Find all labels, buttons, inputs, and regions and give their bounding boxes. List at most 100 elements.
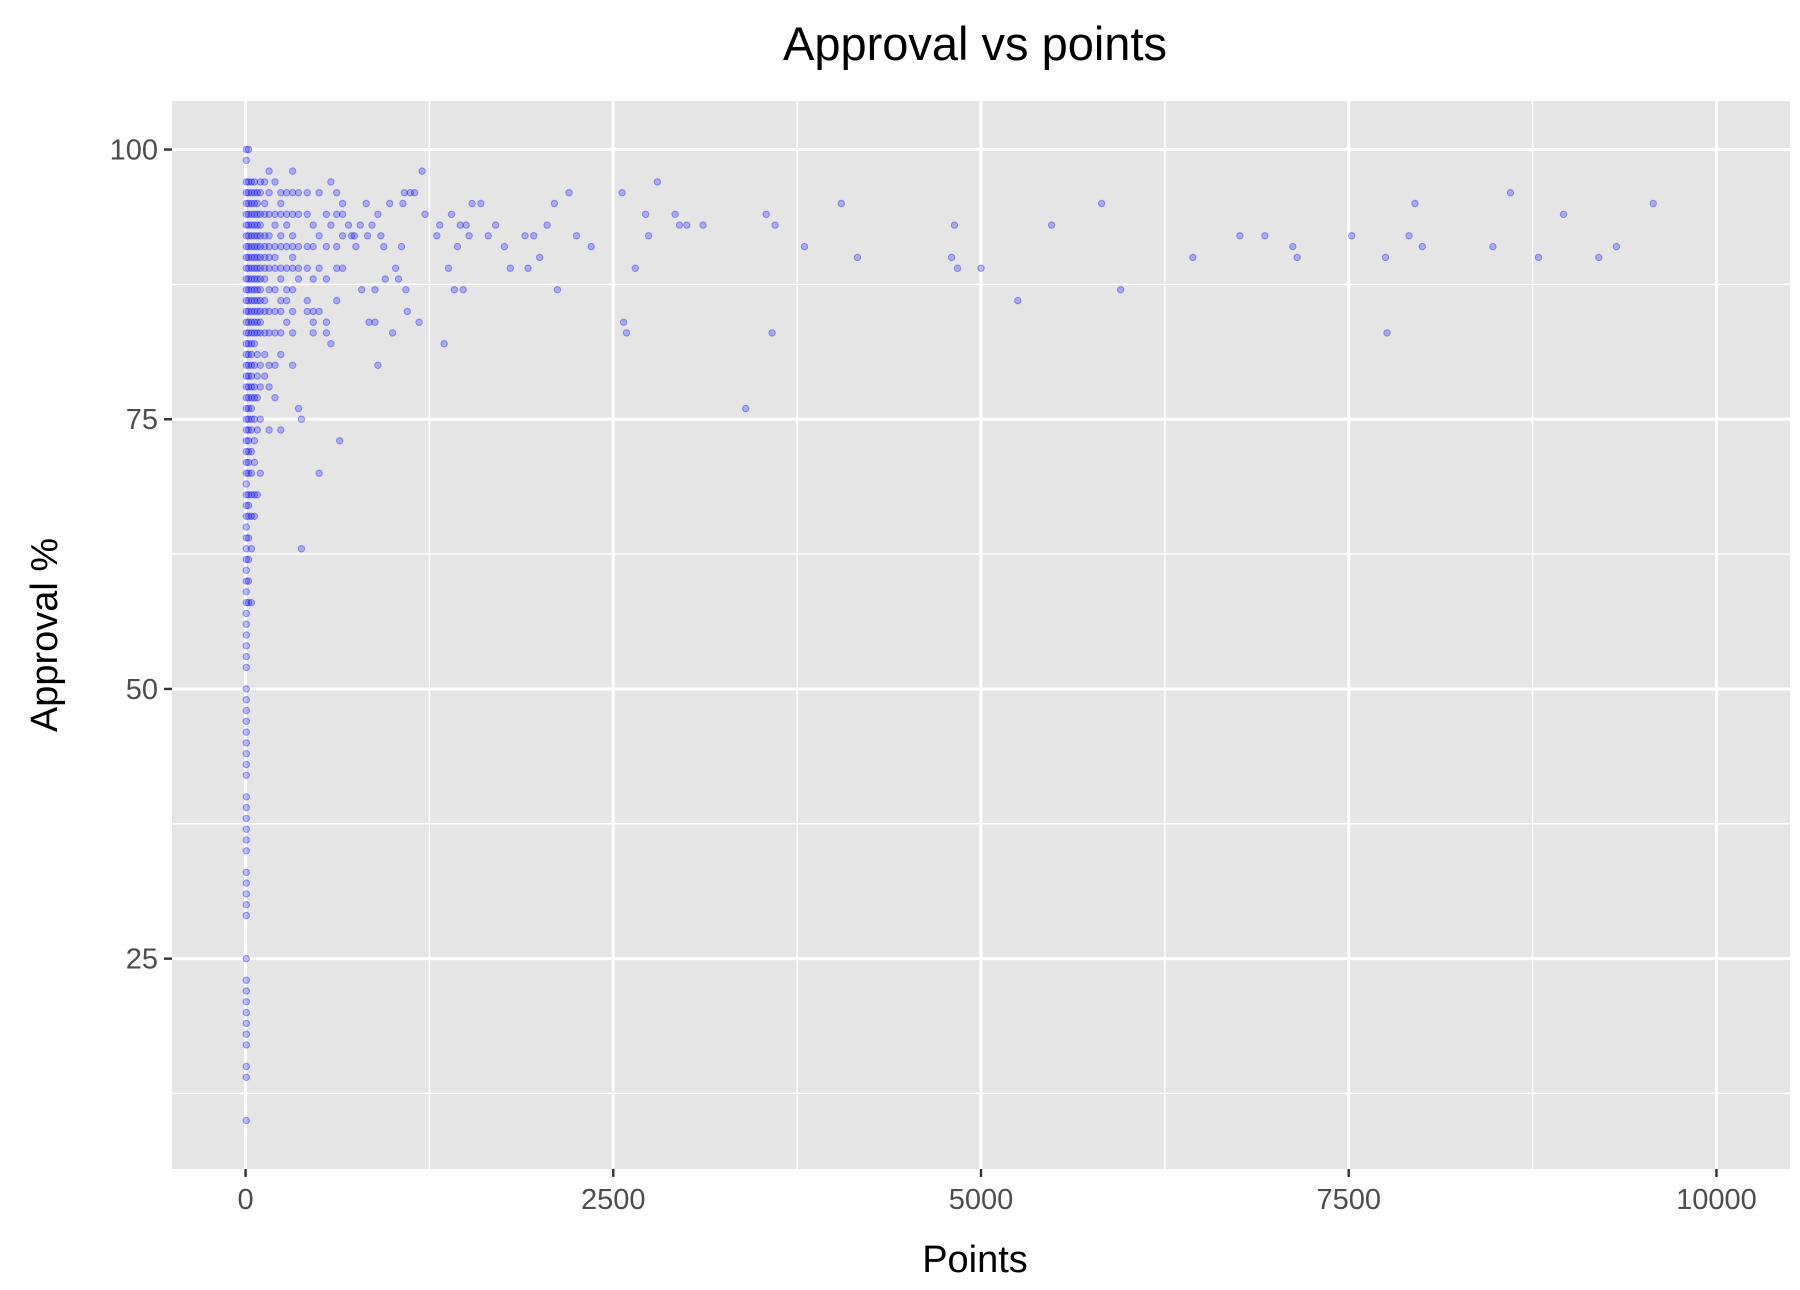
data-point <box>250 458 259 467</box>
data-point <box>333 242 341 251</box>
data-point <box>338 210 347 219</box>
data-point <box>250 383 259 391</box>
data-point <box>242 350 251 359</box>
data-point <box>244 361 253 369</box>
data-point <box>309 318 317 326</box>
data-point <box>253 307 261 316</box>
data-point <box>1649 199 1657 208</box>
data-point <box>242 437 251 445</box>
data-point <box>800 242 809 251</box>
data-point <box>622 329 631 337</box>
data-point <box>271 394 279 402</box>
data-point <box>247 286 256 294</box>
data-point <box>247 383 256 391</box>
data-point <box>242 286 251 294</box>
data-point <box>242 512 251 520</box>
data-point <box>644 232 653 240</box>
data-point <box>1534 253 1543 262</box>
data-point <box>242 221 251 229</box>
chart-title: Approval vs points <box>783 17 1167 70</box>
data-point <box>333 210 341 219</box>
data-point <box>315 232 323 240</box>
data-point <box>242 394 251 402</box>
data-point <box>242 750 251 758</box>
major-gridlines <box>172 101 1790 1169</box>
data-point <box>250 232 259 240</box>
data-point <box>288 167 297 175</box>
data-point <box>1612 242 1621 251</box>
data-point <box>265 383 273 391</box>
data-point <box>256 318 264 326</box>
data-point <box>333 189 341 197</box>
data-point <box>771 221 779 229</box>
data-point <box>242 976 251 984</box>
data-point <box>543 221 551 229</box>
data-point <box>244 426 253 434</box>
data-point <box>1595 253 1603 262</box>
data-point <box>459 286 467 294</box>
data-point <box>303 307 311 316</box>
data-point <box>388 329 397 337</box>
data-point <box>768 329 776 337</box>
data-point <box>453 242 462 251</box>
data-point <box>671 210 679 219</box>
data-point <box>247 264 256 272</box>
data-point <box>250 307 259 316</box>
data-point <box>242 825 251 833</box>
data-point <box>261 210 269 219</box>
data-point <box>271 264 279 272</box>
data-point <box>271 210 279 219</box>
data-point <box>283 286 291 294</box>
data-point <box>244 286 253 294</box>
data-point <box>247 189 256 197</box>
data-point <box>242 911 251 920</box>
data-point <box>265 426 273 434</box>
data-point <box>242 383 251 391</box>
data-point <box>271 286 279 294</box>
data-point <box>256 307 264 316</box>
data-point <box>242 1116 251 1125</box>
data-point <box>242 954 251 963</box>
data-point <box>397 242 406 251</box>
data-point <box>242 361 251 369</box>
data-point <box>242 696 251 704</box>
data-point <box>247 275 256 283</box>
data-point <box>530 232 538 240</box>
data-point <box>277 296 285 305</box>
data-point <box>247 232 256 240</box>
data-point <box>253 394 261 402</box>
data-point <box>277 264 285 272</box>
data-point <box>265 286 273 294</box>
data-point <box>242 793 251 801</box>
data-point <box>288 361 297 369</box>
data-point <box>352 242 360 251</box>
x-tick-label: 5000 <box>949 1184 1014 1216</box>
data-point <box>1411 199 1419 208</box>
data-point <box>468 199 476 208</box>
data-point <box>947 253 956 262</box>
data-point <box>242 189 251 197</box>
data-point <box>1381 253 1390 262</box>
data-point <box>242 717 251 725</box>
data-point <box>244 447 253 456</box>
data-point <box>303 264 311 272</box>
data-point <box>242 501 251 510</box>
data-point <box>247 340 256 348</box>
data-point <box>327 340 335 348</box>
data-point <box>456 221 464 229</box>
data-point <box>242 1008 251 1017</box>
data-point <box>256 242 264 251</box>
data-point <box>699 221 707 229</box>
data-point <box>500 242 509 251</box>
data-point <box>288 210 297 219</box>
x-tick-label: 0 <box>237 1184 253 1216</box>
data-point <box>250 318 259 326</box>
x-tick-label: 10000 <box>1676 1184 1757 1216</box>
data-point <box>271 178 279 186</box>
data-point <box>536 253 544 262</box>
data-point <box>242 609 251 618</box>
data-point <box>837 199 845 208</box>
data-point <box>402 286 410 294</box>
data-point <box>271 242 279 251</box>
data-point <box>247 242 256 251</box>
